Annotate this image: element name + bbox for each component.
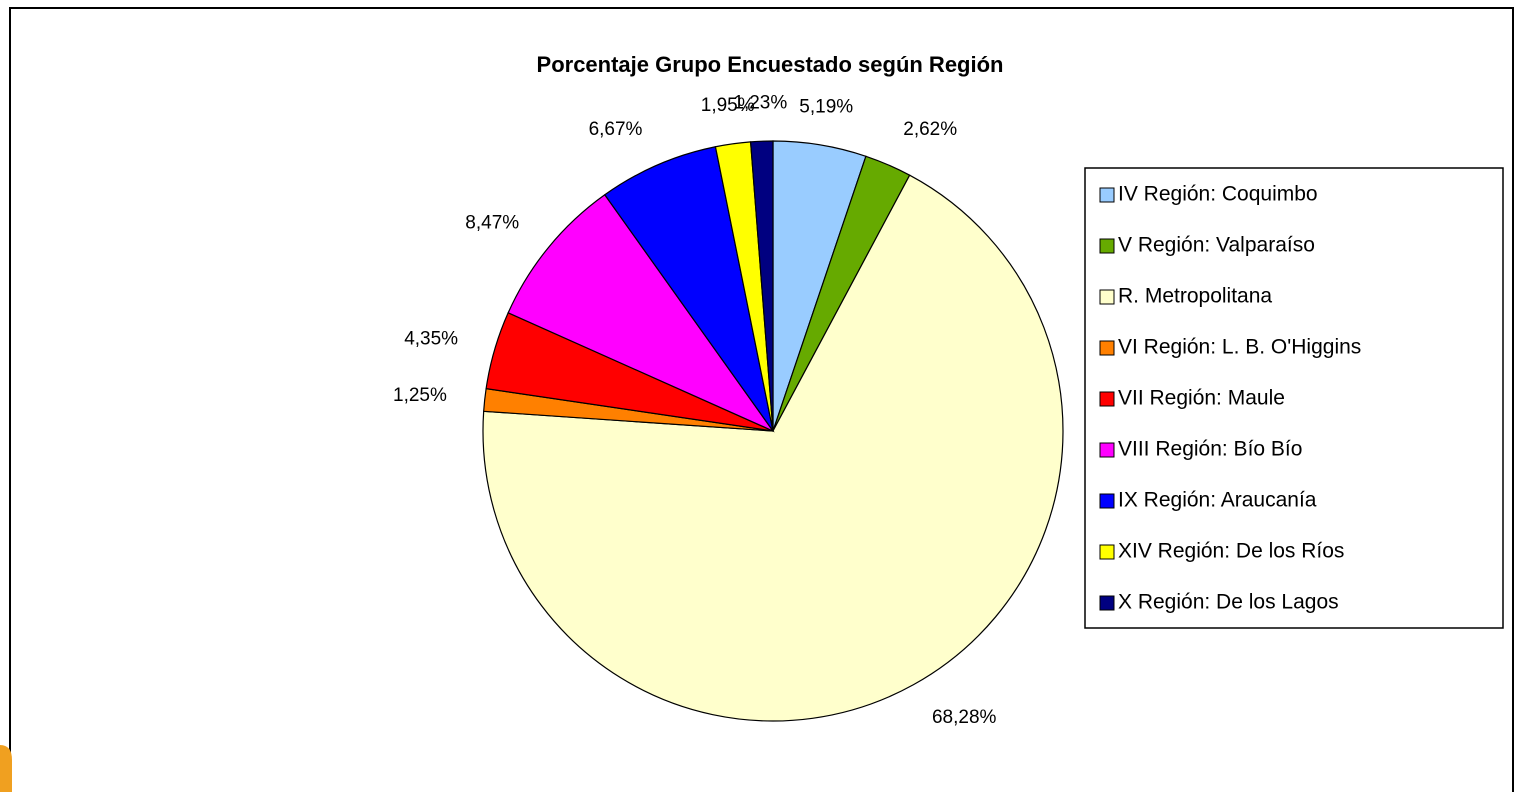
data-label: 1,23% <box>733 92 787 113</box>
data-label: 1,25% <box>393 385 447 406</box>
legend-swatch <box>1099 391 1115 407</box>
legend-swatch <box>1099 442 1115 458</box>
chart-title: Porcentaje Grupo Encuestado según Región <box>537 52 1004 77</box>
legend <box>1084 167 1504 629</box>
pie-slice <box>603 146 774 432</box>
legend-label: X Región: De los Lagos <box>1118 591 1339 614</box>
pie-slice <box>749 140 774 432</box>
legend-swatch <box>1099 289 1115 305</box>
corner-decoration <box>0 745 12 792</box>
legend-swatch <box>1099 595 1115 611</box>
data-label: 2,62% <box>903 119 957 140</box>
legend-swatch <box>1099 187 1115 203</box>
data-label: 6,67% <box>589 119 643 140</box>
data-label: 5,19% <box>799 96 853 117</box>
legend-label: R. Metropolitana <box>1118 285 1272 308</box>
legend-label: VI Región: L. B. O'Higgins <box>1118 336 1361 359</box>
legend-swatch <box>1099 340 1115 356</box>
legend-label: V Región: Valparaíso <box>1118 234 1315 257</box>
pie-slice <box>507 193 775 433</box>
legend-label: XIV Región: De los Ríos <box>1118 540 1344 563</box>
pie-slice <box>482 174 1064 722</box>
legend-swatch <box>1099 544 1115 560</box>
data-label: 68,28% <box>932 707 997 728</box>
legend-label: VIII Región: Bío Bío <box>1118 438 1302 461</box>
legend-swatch <box>1099 493 1115 509</box>
legend-label: IX Región: Araucanía <box>1118 489 1317 512</box>
legend-label: IV Región: Coquimbo <box>1118 183 1318 206</box>
data-label: 4,35% <box>404 328 458 349</box>
legend-label: VII Región: Maule <box>1118 387 1285 410</box>
legend-swatch <box>1099 238 1115 254</box>
data-label: 1,95% <box>701 95 755 116</box>
data-label: 8,47% <box>465 212 519 233</box>
